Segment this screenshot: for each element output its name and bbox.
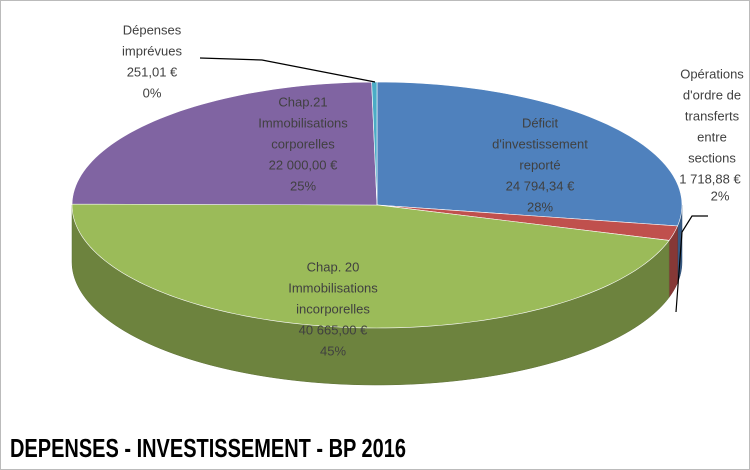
slice-label: corporelles	[271, 136, 335, 151]
slice-label: incorporelles	[296, 301, 370, 316]
slice-label: d'ordre de	[683, 87, 741, 102]
value-label: 22 000,00 €	[269, 157, 338, 172]
percent-label: 2%	[711, 188, 730, 203]
slice	[376, 81, 683, 227]
percent-label: 45%	[320, 343, 346, 358]
slice-label: transferts	[685, 108, 740, 123]
chart-title: DEPENSES - INVESTISSEMENT - BP 2016	[10, 433, 406, 463]
value-label: 24 794,34 €	[506, 178, 575, 193]
percent-label: 28%	[527, 199, 553, 214]
slice-label: Chap.21	[278, 94, 327, 109]
slice-label: Opérations	[680, 66, 744, 81]
slice-label: imprévues	[122, 43, 182, 58]
slice-label: sections	[688, 150, 736, 165]
percent-label: 0%	[143, 85, 162, 100]
slice-label: Chap. 20	[307, 259, 360, 274]
value-label: 251,01 €	[127, 64, 178, 79]
slice-label: entre	[697, 129, 727, 144]
pie-sides	[71, 204, 683, 386]
value-label: 1 718,88 €	[679, 171, 741, 186]
value-label: 40 665,00 €	[299, 322, 368, 337]
leader-line	[199, 57, 376, 83]
labels: Déficit d'investissement reporté 24 794,34 …	[122, 22, 744, 358]
slice-label: Déficit	[522, 115, 559, 130]
percent-label: 25%	[290, 178, 316, 193]
slice-label: Immobilisations	[288, 280, 378, 295]
slice-label: d'investissement	[492, 136, 588, 151]
pie-tops	[71, 81, 683, 329]
slice	[71, 81, 378, 206]
slice-label: Immobilisations	[258, 115, 348, 130]
slice-label: Dépenses	[123, 22, 182, 37]
leader-line	[675, 215, 708, 313]
slice	[71, 203, 670, 329]
slice-label: reporté	[519, 157, 560, 172]
